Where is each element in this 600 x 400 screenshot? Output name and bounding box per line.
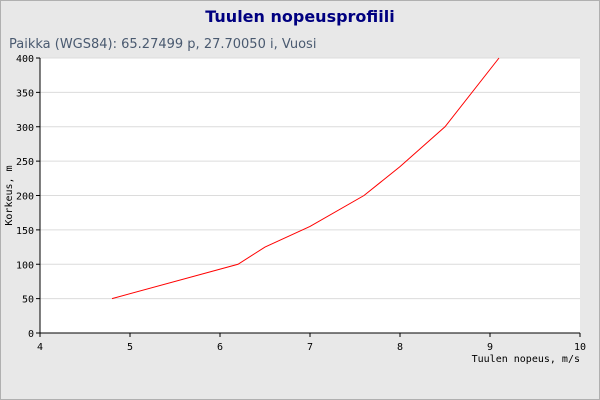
series-layer bbox=[111, 57, 500, 300]
y-tick-label: 50 bbox=[22, 295, 34, 306]
y-tick-label: 300 bbox=[16, 123, 34, 134]
x-tick-label: 6 bbox=[217, 342, 223, 353]
x-tick-label: 8 bbox=[397, 342, 403, 353]
x-tick-label: 9 bbox=[487, 342, 493, 353]
y-tick-label: 350 bbox=[16, 88, 34, 99]
x-tick-label: 7 bbox=[307, 342, 313, 353]
gridlines-layer bbox=[40, 57, 580, 300]
y-tick-label: 100 bbox=[16, 260, 34, 271]
y-tick-label: 250 bbox=[16, 157, 34, 168]
y-axis-ticks: 0 50 100 150 200 250 300 350 400 bbox=[16, 54, 40, 340]
y-tick-label: 400 bbox=[16, 54, 34, 65]
chart-title: Tuulen nopeusprofiili bbox=[205, 7, 395, 26]
y-tick-label: 150 bbox=[16, 226, 34, 237]
series-line bbox=[111, 57, 500, 300]
y-tick-label: 0 bbox=[28, 329, 34, 340]
x-tick-label: 5 bbox=[127, 342, 133, 353]
x-axis-label: Tuulen nopeus, m/s bbox=[472, 354, 580, 365]
chart-subtitle: Paikka (WGS84): 65.27499 p, 27.70050 i, … bbox=[9, 37, 317, 52]
y-axis-label: Korkeus, m bbox=[4, 165, 15, 225]
x-tick-label: 10 bbox=[574, 342, 586, 353]
y-tick-label: 200 bbox=[16, 192, 34, 203]
x-tick-label: 4 bbox=[37, 342, 43, 353]
x-axis-ticks: 4 5 6 7 8 9 10 bbox=[37, 333, 586, 353]
